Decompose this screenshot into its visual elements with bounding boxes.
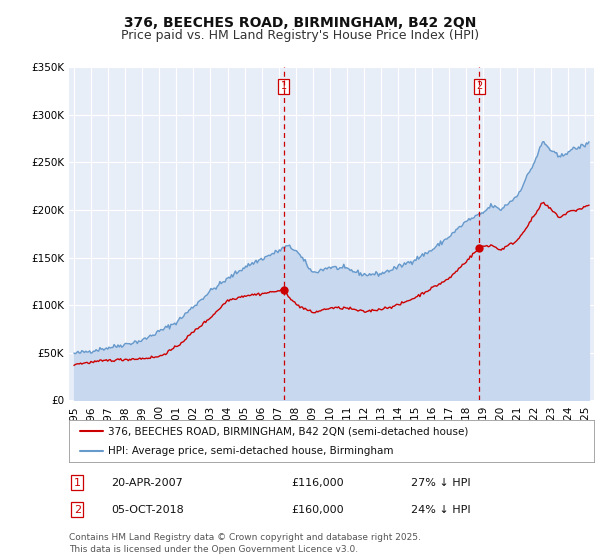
- Text: £160,000: £160,000: [291, 505, 344, 515]
- Text: Contains HM Land Registry data © Crown copyright and database right 2025.
This d: Contains HM Land Registry data © Crown c…: [69, 533, 421, 554]
- Text: 05-OCT-2018: 05-OCT-2018: [111, 505, 184, 515]
- Text: 2: 2: [74, 505, 81, 515]
- Text: HPI: Average price, semi-detached house, Birmingham: HPI: Average price, semi-detached house,…: [109, 446, 394, 456]
- Text: £116,000: £116,000: [291, 478, 344, 488]
- Text: 376, BEECHES ROAD, BIRMINGHAM, B42 2QN: 376, BEECHES ROAD, BIRMINGHAM, B42 2QN: [124, 16, 476, 30]
- Text: 27% ↓ HPI: 27% ↓ HPI: [411, 478, 470, 488]
- Text: 1: 1: [74, 478, 81, 488]
- Text: 376, BEECHES ROAD, BIRMINGHAM, B42 2QN (semi-detached house): 376, BEECHES ROAD, BIRMINGHAM, B42 2QN (…: [109, 426, 469, 436]
- Text: 20-APR-2007: 20-APR-2007: [111, 478, 183, 488]
- Text: 1: 1: [281, 81, 287, 91]
- Text: 2: 2: [476, 81, 482, 91]
- Text: 24% ↓ HPI: 24% ↓ HPI: [411, 505, 470, 515]
- Text: Price paid vs. HM Land Registry's House Price Index (HPI): Price paid vs. HM Land Registry's House …: [121, 29, 479, 42]
